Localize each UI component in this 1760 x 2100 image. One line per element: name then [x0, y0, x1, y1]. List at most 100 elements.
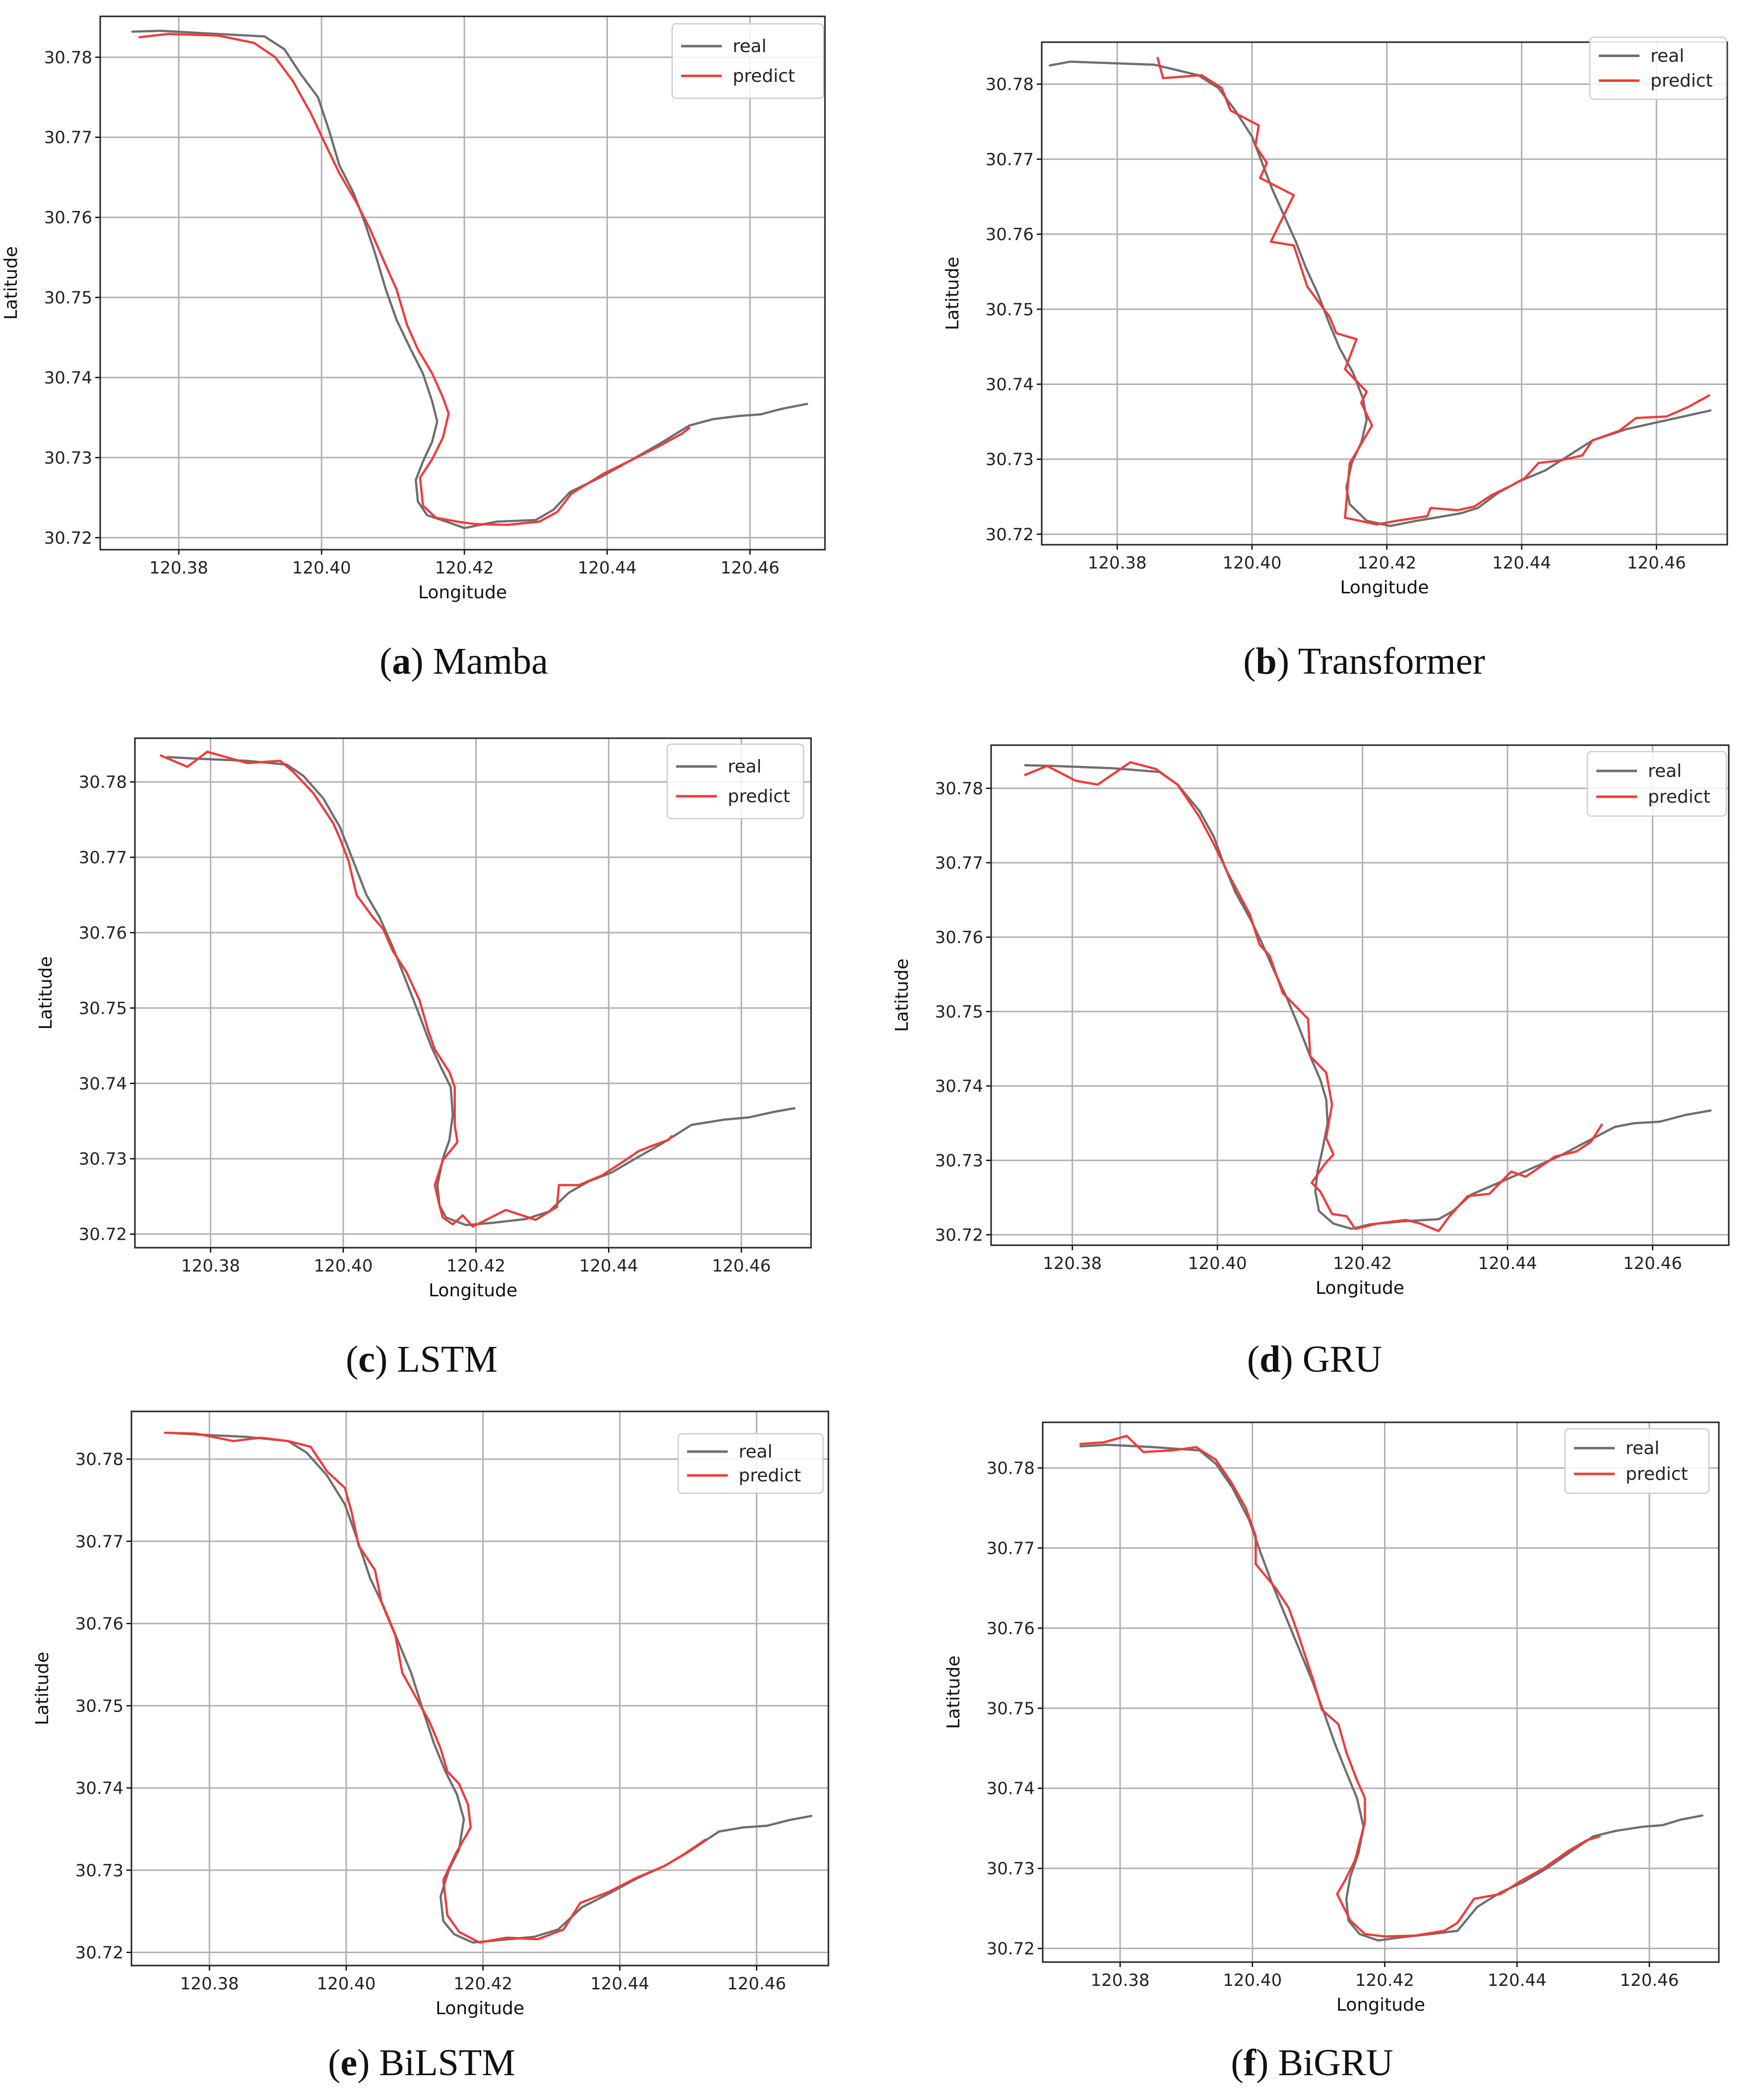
x-tick-label: 120.46: [727, 1974, 786, 1994]
y-tick-label: 30.73: [75, 1861, 124, 1881]
x-tick-label: 120.42: [1333, 1254, 1392, 1273]
legend-box: [1564, 1428, 1710, 1494]
plot-frame: [99, 15, 826, 551]
caption-text: ) Mamba: [411, 640, 548, 682]
panel-caption: (c) LSTM: [346, 1338, 498, 1380]
y-tick-label: 30.76: [987, 1619, 1035, 1639]
y-tick-label: 30.76: [44, 208, 92, 228]
caption-paren: (: [1247, 1338, 1259, 1380]
y-tick-label: 30.74: [75, 1779, 124, 1798]
x-tick-label: 120.38: [1088, 553, 1147, 573]
y-tick-label: 30.78: [79, 772, 127, 792]
legend-label-predict: predict: [1626, 1464, 1688, 1484]
y-tick-label: 30.72: [987, 1939, 1035, 1959]
y-axis-label: Latitude: [943, 1655, 964, 1729]
x-tick-label: 120.44: [590, 1974, 649, 1994]
series-line-real: [1024, 764, 1712, 1230]
series-line-real: [166, 756, 796, 1226]
x-tick-label: 120.40: [1222, 553, 1281, 573]
legend-box: [666, 743, 805, 820]
y-tick-label: 30.72: [986, 525, 1034, 545]
x-tick-label: 120.42: [446, 1256, 505, 1276]
y-axis-label: Latitude: [36, 956, 56, 1029]
x-tick-label: 120.44: [1488, 1971, 1547, 1990]
caption-letter: f: [1244, 2042, 1257, 2084]
y-tick-label: 30.77: [986, 150, 1034, 170]
y-tick-label: 30.73: [987, 1859, 1035, 1879]
x-tick-label: 120.46: [1623, 1254, 1682, 1273]
legend-label-real: real: [1626, 1438, 1659, 1459]
panel-caption: (f) BiGRU: [1231, 2042, 1393, 2084]
x-tick-label: 120.40: [316, 1974, 376, 1994]
series-line-real: [131, 29, 809, 529]
legend-label-real: real: [739, 1442, 772, 1462]
y-tick-label: 30.78: [987, 1459, 1035, 1478]
x-tick-label: 120.46: [1620, 1971, 1679, 1990]
y-tick-label: 30.77: [935, 853, 983, 873]
plot-area: [135, 738, 811, 1248]
y-tick-label: 30.75: [75, 1696, 124, 1716]
legend-label-predict: predict: [739, 1465, 801, 1486]
x-tick-label: 120.42: [1357, 553, 1416, 573]
x-tick-label: 120.44: [1492, 553, 1551, 573]
legend-label-predict: predict: [1648, 787, 1710, 807]
series-line-predict: [138, 33, 691, 526]
y-tick-label: 30.74: [986, 375, 1034, 394]
plot-area: [131, 1411, 828, 1966]
plot-area: [991, 745, 1729, 1245]
plot-frame: [1042, 1421, 1720, 1963]
legend-label-real: real: [733, 36, 766, 57]
y-tick-label: 30.74: [935, 1077, 983, 1096]
x-tick-label: 120.38: [180, 1974, 239, 1994]
x-tick-label: 120.46: [1627, 553, 1686, 573]
caption-text: ) BiLSTM: [357, 2042, 515, 2084]
x-tick-label: 120.42: [1355, 1971, 1414, 1990]
chart-panel-e: 120.38 120.40 120.42 120.44 120.46 30.72 30.73…: [32, 1410, 829, 2084]
y-tick-label: 30.76: [79, 923, 127, 943]
series-line-predict: [164, 1431, 707, 1944]
y-axis-label: Latitude: [32, 1652, 53, 1725]
caption-text: ) GRU: [1280, 1338, 1382, 1380]
x-tick-label: 120.40: [1188, 1254, 1247, 1273]
caption-letter: d: [1259, 1338, 1280, 1380]
x-tick-label: 120.42: [435, 558, 494, 578]
chart-panel-f: 120.38 120.40 120.42 120.44 120.46 30.72 30.73…: [943, 1421, 1720, 2084]
chart-panel-b: 120.38 120.40 120.42 120.44 120.46 30.72 30.73…: [943, 36, 1728, 682]
caption-paren: (: [328, 2042, 340, 2084]
caption-paren: (: [1231, 2042, 1243, 2084]
y-tick-label: 30.72: [79, 1225, 127, 1245]
legend-box: [677, 1433, 824, 1494]
legend-label-predict: predict: [728, 786, 790, 807]
chart-panel-c: 120.38 120.40 120.42 120.44 120.46 30.72 30.73…: [36, 737, 812, 1380]
y-tick-label: 30.78: [986, 75, 1034, 95]
x-tick-label: 120.40: [292, 558, 351, 578]
x-axis-label: Longitude: [1340, 577, 1429, 598]
x-axis-label: Longitude: [1316, 1278, 1404, 1298]
x-tick-label: 120.44: [577, 558, 636, 578]
x-tick-label: 120.46: [712, 1256, 771, 1276]
plot-area: [100, 16, 825, 550]
x-tick-label: 120.40: [1223, 1971, 1282, 1990]
series-line-predict: [1156, 57, 1710, 526]
legend-label-real: real: [1648, 761, 1682, 781]
y-tick-label: 30.76: [75, 1614, 124, 1634]
y-axis-label: Latitude: [943, 256, 963, 330]
x-tick-label: 120.38: [1091, 1971, 1150, 1990]
y-tick-label: 30.72: [44, 528, 92, 548]
x-axis-label: Longitude: [436, 1998, 524, 2019]
series-line-predict: [1024, 761, 1603, 1232]
legend-box: [1586, 751, 1727, 817]
y-tick-label: 30.77: [79, 848, 127, 868]
caption-text: ) Transformer: [1277, 640, 1485, 682]
y-axis-label: Latitude: [1, 246, 21, 319]
panel-caption: (b) Transformer: [1243, 640, 1485, 682]
chart-panel-a: 120.38 120.40 120.42 120.44 120.46 30.72 30.73…: [1, 15, 826, 682]
x-tick-label: 120.38: [149, 558, 208, 578]
legend-box: [671, 23, 824, 99]
y-tick-label: 30.75: [935, 1002, 983, 1022]
x-tick-label: 120.44: [1478, 1254, 1537, 1273]
plot-frame: [130, 1410, 829, 1967]
x-axis-label: Longitude: [429, 1280, 517, 1301]
y-tick-label: 30.76: [986, 225, 1034, 245]
y-tick-label: 30.72: [75, 1943, 124, 1963]
